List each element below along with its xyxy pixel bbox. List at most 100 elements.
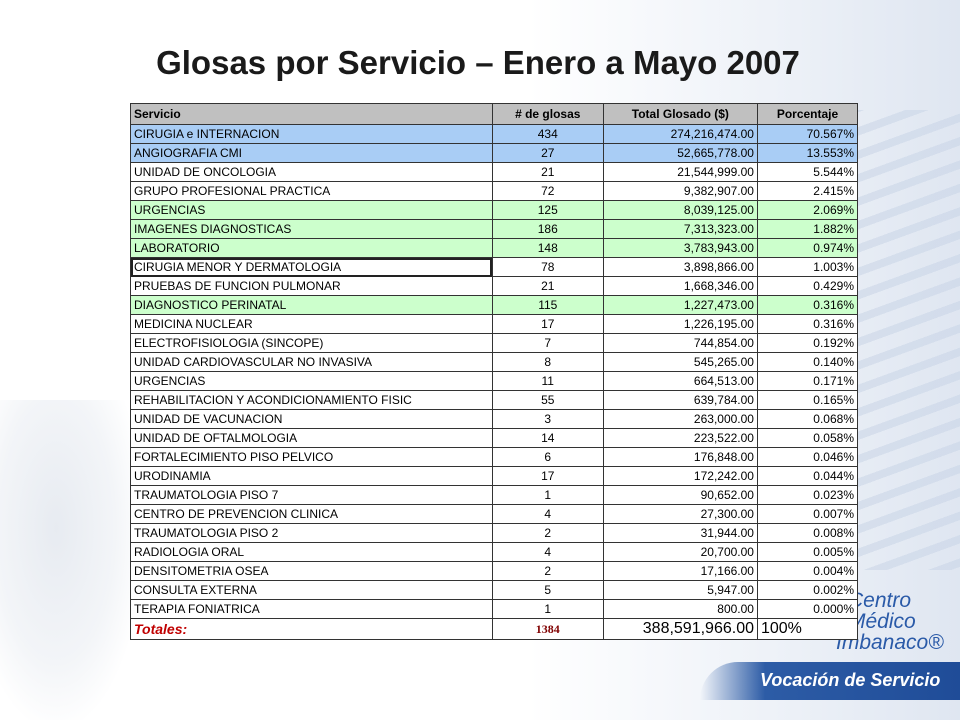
table-cell: 0.316% (756, 295, 859, 315)
logo: Centro Médico Imbanaco® (836, 589, 944, 653)
table-cell: 1.003% (756, 257, 859, 277)
table-cell: 744,854.00 (602, 333, 758, 353)
table-row: URGENCIAS 11 664,513.00 0.171% (130, 371, 859, 391)
table-cell: 186 (491, 219, 604, 239)
table-cell: 0.044% (756, 466, 859, 486)
table-cell: ELECTROFISIOLOGIA (SINCOPE) (130, 333, 493, 353)
table-cell: 0.008% (756, 523, 859, 543)
table-cell: 11 (491, 371, 604, 391)
table-row: UNIDAD DE ONCOLOGIA 21 21,544,999.00 5.544% (130, 162, 859, 182)
table-cell: GRUPO PROFESIONAL PRACTICA (130, 181, 493, 201)
totals-row: Totales: 1384 388,591,966.00 100% (130, 618, 859, 640)
table-cell: 21 (491, 276, 604, 296)
table-cell: 27,300.00 (602, 504, 758, 524)
table-row: RADIOLOGIA ORAL 4 20,700.00 0.005% (130, 542, 859, 562)
slogan: Vocación de Servicio (760, 670, 941, 690)
table-cell: 263,000.00 (602, 409, 758, 429)
table-cell: 1,226,195.00 (602, 314, 758, 334)
table-cell: 55 (491, 390, 604, 410)
table-cell: 3,898,866.00 (602, 257, 758, 277)
table-cell: 5.544% (756, 162, 859, 182)
table-row: CENTRO DE PREVENCION CLINICA 4 27,300.00 0.… (130, 504, 859, 524)
table-cell: 0.046% (756, 447, 859, 467)
logo-line: Centro (848, 589, 912, 612)
table-cell: TRAUMATOLOGIA PISO 7 (130, 485, 493, 505)
table-cell: CIRUGIA MENOR Y DERMATOLOGIA (130, 257, 493, 277)
table-cell: CONSULTA EXTERNA (130, 580, 493, 600)
table-row: TERAPIA FONIATRICA 1 800.00 0.000% (130, 599, 859, 619)
table-cell: 72 (491, 181, 604, 201)
table-cell: 7 (491, 333, 604, 353)
table-cell: 274,216,474.00 (602, 124, 758, 144)
table-cell: LABORATORIO (130, 238, 493, 258)
table-cell: 0.171% (756, 371, 859, 391)
table-cell: 70.567% (756, 124, 859, 144)
table-cell: 2 (491, 523, 604, 543)
table-cell: 176,848.00 (602, 447, 758, 467)
table-cell: TERAPIA FONIATRICA (130, 599, 493, 619)
totals-cell: Totales: (130, 618, 493, 640)
table-cell: 8,039,125.00 (602, 200, 758, 220)
table-cell: 17 (491, 466, 604, 486)
table-cell: 27 (491, 143, 604, 163)
table-cell: 115 (491, 295, 604, 315)
table-cell: 0.429% (756, 276, 859, 296)
table-cell: 17 (491, 314, 604, 334)
data-table: Servicio # de glosas Total Glosado ($) Porc… (130, 103, 859, 640)
table-cell: 3,783,943.00 (602, 238, 758, 258)
table-row: DIAGNOSTICO PERINATAL 115 1,227,473.00 0.31… (130, 295, 859, 315)
table-row: TRAUMATOLOGIA PISO 7 1 90,652.00 0.023% (130, 485, 859, 505)
table-cell: 0.002% (756, 580, 859, 600)
table-row: DENSITOMETRIA OSEA 2 17,166.00 0.004% (130, 561, 859, 581)
table-cell: 31,944.00 (602, 523, 758, 543)
table-cell: 125 (491, 200, 604, 220)
table-cell: 8 (491, 352, 604, 372)
table-cell: 1 (491, 485, 604, 505)
table-cell: FORTALECIMIENTO PISO PELVICO (130, 447, 493, 467)
table-cell: 0.004% (756, 561, 859, 581)
table-row: ELECTROFISIOLOGIA (SINCOPE) 7 744,854.00 0.… (130, 333, 859, 353)
table-cell: 800.00 (602, 599, 758, 619)
table-cell: URGENCIAS (130, 371, 493, 391)
table-cell: 5 (491, 580, 604, 600)
table-row: PRUEBAS DE FUNCION PULMONAR 21 1,668,346.0… (130, 276, 859, 296)
table-cell: 20,700.00 (602, 542, 758, 562)
table-row: MEDICINA NUCLEAR 17 1,226,195.00 0.316% (130, 314, 859, 334)
table-cell: 0.192% (756, 333, 859, 353)
table-row: URGENCIAS 125 8,039,125.00 2.069% (130, 200, 859, 220)
logo-line: Médico (848, 610, 916, 633)
table-cell: 9,382,907.00 (602, 181, 758, 201)
table-cell: UNIDAD DE OFTALMOLOGIA (130, 428, 493, 448)
table-cell: REHABILITACION Y ACONDICIONAMIENTO FISIC (130, 390, 493, 410)
table-cell: 21 (491, 162, 604, 182)
table-cell: 1.882% (756, 219, 859, 239)
table-cell: DENSITOMETRIA OSEA (130, 561, 493, 581)
table-cell: TRAUMATOLOGIA PISO 2 (130, 523, 493, 543)
table-cell: 0.140% (756, 352, 859, 372)
table-cell: RADIOLOGIA ORAL (130, 542, 493, 562)
table-cell: ANGIOGRAFIA CMI (130, 143, 493, 163)
table-cell: 14 (491, 428, 604, 448)
table-cell: 148 (491, 238, 604, 258)
table-cell: 0.974% (756, 238, 859, 258)
table-cell: 434 (491, 124, 604, 144)
table-cell: 0.316% (756, 314, 859, 334)
table-row: LABORATORIO 148 3,783,943.00 0.974% (130, 238, 859, 258)
table-cell: 0.023% (756, 485, 859, 505)
table-cell: CENTRO DE PREVENCION CLINICA (130, 504, 493, 524)
table-cell: 90,652.00 (602, 485, 758, 505)
table-cell: UNIDAD CARDIOVASCULAR NO INVASIVA (130, 352, 493, 372)
table-cell: 1,227,473.00 (602, 295, 758, 315)
table-cell: 21,544,999.00 (602, 162, 758, 182)
table-cell: MEDICINA NUCLEAR (130, 314, 493, 334)
table-cell: 223,522.00 (602, 428, 758, 448)
table-row: REHABILITACION Y ACONDICIONAMIENTO FISIC… (130, 390, 859, 410)
table-row: TRAUMATOLOGIA PISO 2 2 31,944.00 0.008% (130, 523, 859, 543)
table-cell: URODINAMIA (130, 466, 493, 486)
table-row: CONSULTA EXTERNA 5 5,947.00 0.002% (130, 580, 859, 600)
table-row: CIRUGIA MENOR Y DERMATOLOGIA 78 3,898,866.… (130, 257, 859, 277)
table-row: CIRUGIA e INTERNACION 434 274,216,474.00 70… (130, 124, 859, 144)
totals-cell: 388,591,966.00 (602, 618, 758, 640)
table-body: CIRUGIA e INTERNACION 434 274,216,474.00 70… (130, 124, 859, 640)
column-header: # de glosas (491, 103, 604, 125)
